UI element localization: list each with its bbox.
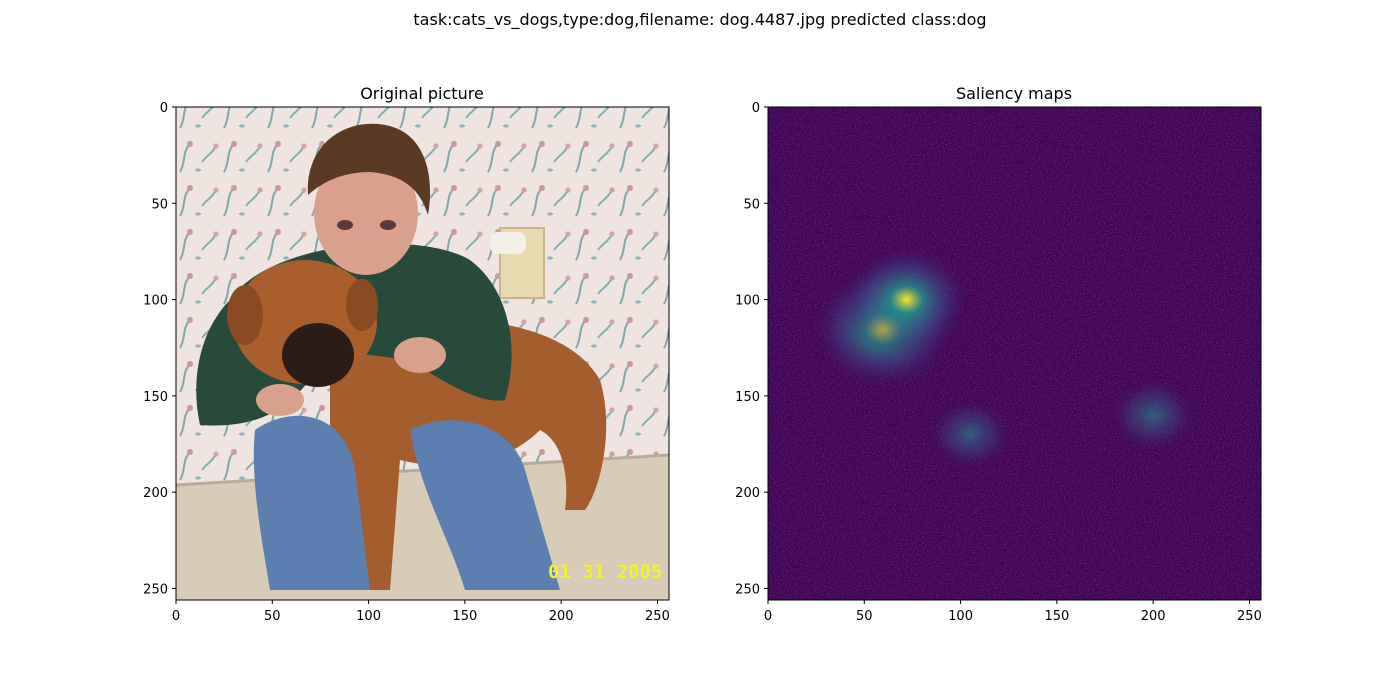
saliency-x-tick-label: 100 [948, 609, 973, 624]
saliency-axes-frame [767, 106, 1262, 601]
saliency-map-panel: Saliency maps 0 50 100 150 200 250 0 50 100 150 20… [735, 84, 1262, 624]
original-x-tick-label: 150 [452, 609, 477, 624]
saliency-y-tick-label: 250 [735, 582, 760, 597]
original-x-tick-label: 0 [172, 609, 180, 624]
saliency-y-tick-label: 200 [735, 486, 760, 501]
saliency-hotspot [1107, 376, 1199, 455]
saliency-heatmap [768, 107, 1261, 600]
saliency-y-tick-label: 0 [752, 101, 760, 116]
original-y-tick-label: 250 [143, 582, 168, 597]
original-axes-frame [175, 106, 670, 601]
original-picture-panel: Original picture [143, 84, 670, 624]
saliency-x-tick-label: 250 [1237, 609, 1262, 624]
original-axes-ticks: 0 50 100 150 200 250 0 50 100 150 200 250 [143, 101, 670, 624]
saliency-x-tick-label: 50 [856, 609, 873, 624]
original-x-tick-label: 200 [549, 609, 574, 624]
saliency-x-tick-label: 200 [1141, 609, 1166, 624]
original-x-tick-label: 50 [264, 609, 281, 624]
original-y-tick-label: 0 [160, 101, 168, 116]
saliency-hotspot [926, 397, 1014, 472]
saliency-y-tick-label: 150 [735, 390, 760, 405]
saliency-y-tick-label: 50 [743, 197, 760, 212]
saliency-x-tick-label: 150 [1044, 609, 1069, 624]
original-y-tick-label: 100 [143, 294, 168, 309]
saliency-map-title: Saliency maps [956, 84, 1072, 103]
original-x-tick-label: 100 [356, 609, 381, 624]
saliency-x-tick-label: 0 [764, 609, 772, 624]
original-y-tick-label: 150 [143, 390, 168, 405]
saliency-axes-ticks: 0 50 100 150 200 250 0 50 100 150 200 250 [735, 101, 1262, 624]
figure-suptitle: task:cats_vs_dogs,type:dog,filename: dog… [413, 10, 986, 30]
original-y-tick-label: 50 [151, 197, 168, 212]
date-stamp-text: 01 31 2005 [548, 561, 662, 583]
saliency-hotspot [840, 243, 973, 356]
original-picture-title: Original picture [360, 84, 484, 103]
original-x-tick-label: 250 [645, 609, 670, 624]
original-photo: 01 31 2005 [176, 107, 669, 600]
original-y-tick-label: 200 [143, 486, 168, 501]
saliency-y-tick-label: 100 [735, 294, 760, 309]
